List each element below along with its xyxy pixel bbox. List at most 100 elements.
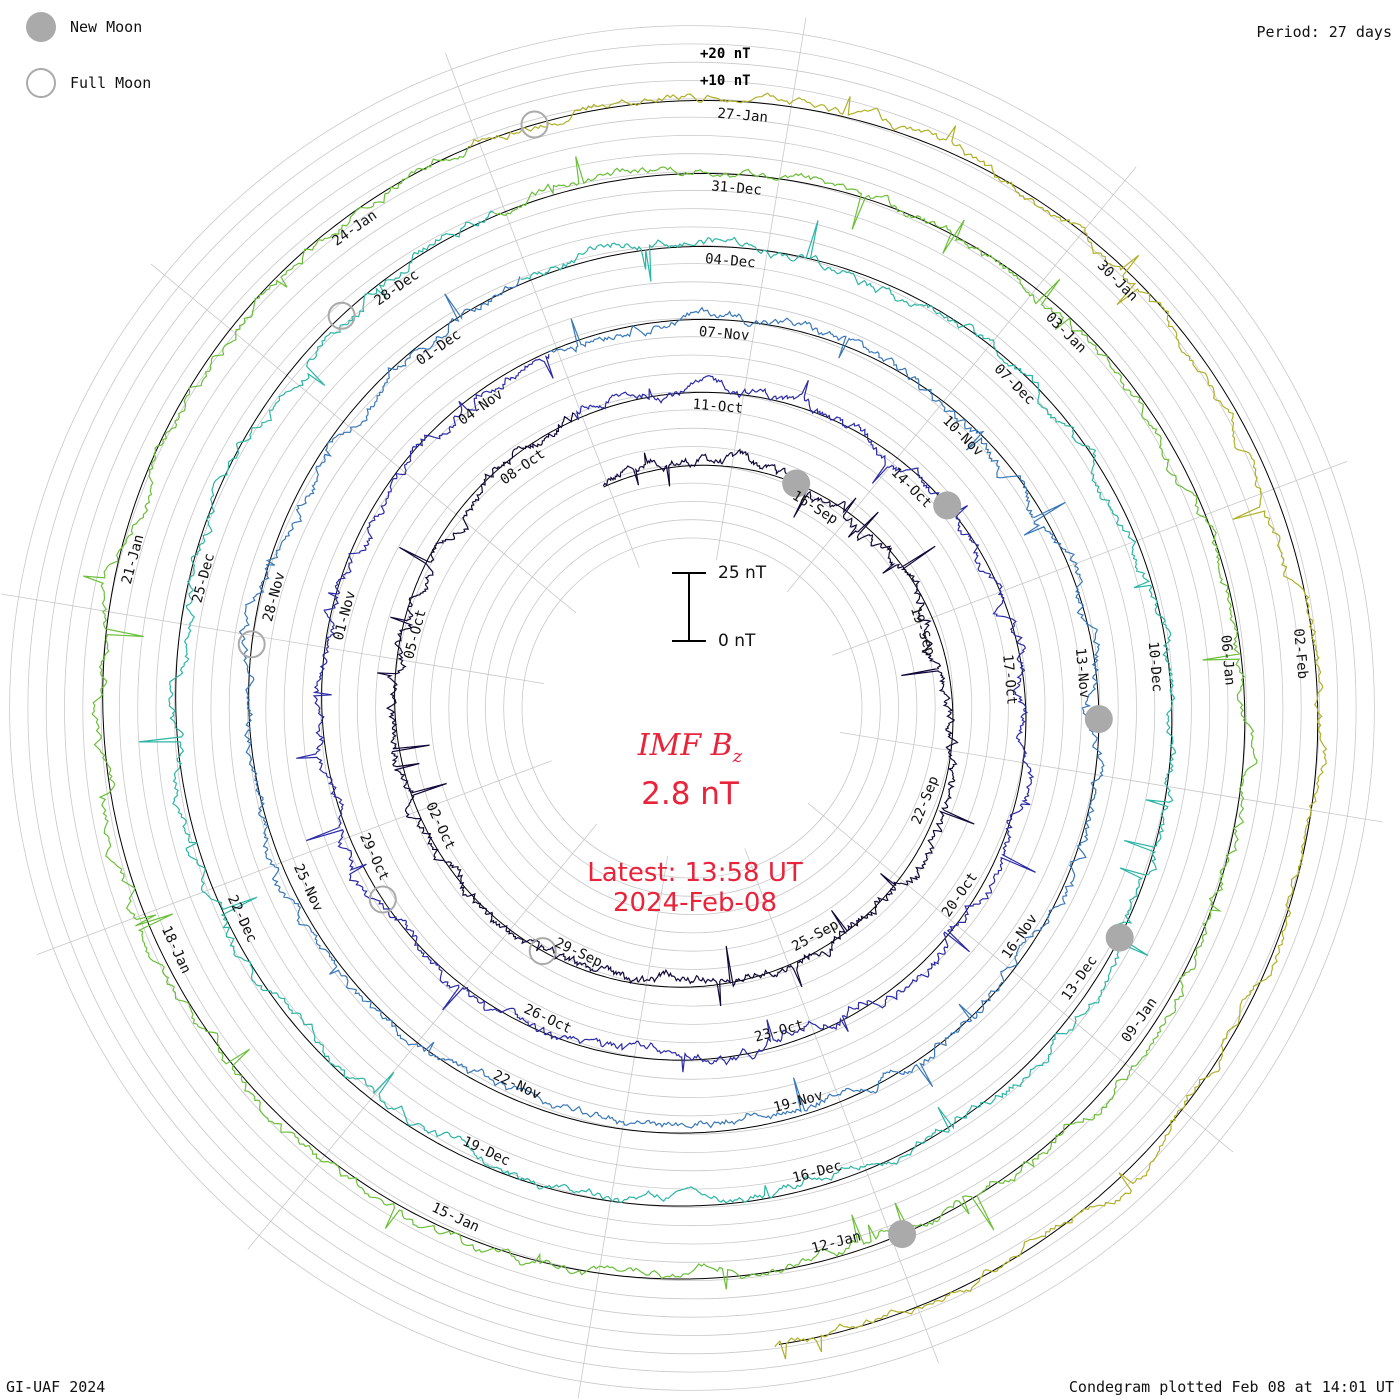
date-tick-label: 12-Jan: [810, 1228, 863, 1257]
date-tick-label: 22-Sep: [909, 774, 942, 827]
grid-ring: [283, 299, 1101, 1117]
grid-ring: [521, 537, 863, 879]
grid-ring: [247, 263, 1137, 1153]
date-tick-label: 25-Nov: [290, 862, 326, 915]
full-moon-marker: [368, 885, 397, 914]
date-tick-label: 17-Oct: [999, 654, 1019, 706]
grid-spoke: [36, 760, 552, 955]
full-moon-icon: [26, 68, 56, 98]
legend-new-moon-label: New Moon: [70, 18, 143, 36]
new-moon-marker: [933, 491, 962, 520]
date-tick-label: 10-Dec: [1145, 641, 1165, 693]
scale-bottom-label: 0 nT: [718, 631, 756, 651]
title-main: IMF B: [637, 728, 733, 763]
date-tick-label: 31-Dec: [711, 178, 763, 198]
scale-top-label: 25 nT: [718, 563, 767, 583]
grid-spoke: [807, 802, 1234, 1153]
grid-ring: [119, 135, 1265, 1281]
title-subscript: z: [732, 746, 743, 767]
latest-date: 2024-Feb-08: [612, 888, 778, 918]
grid-spoke: [577, 855, 668, 1399]
date-tick-label: 02-Feb: [1290, 628, 1310, 680]
date-tick-label: 16-Sep: [789, 488, 840, 528]
new-moon-marker: [782, 469, 811, 498]
grid-ring: [265, 281, 1119, 1135]
legend-full-moon: Full Moon: [26, 68, 151, 98]
date-tick-label: 22-Nov: [491, 1067, 544, 1103]
grid-spoke: [716, 17, 807, 561]
grid-spoke: [150, 263, 577, 614]
grid-spoke: [786, 166, 1137, 593]
full-moon-marker: [327, 301, 356, 330]
full-moon-marker: [520, 110, 549, 139]
bz-trace-revolution-6: [467, 92, 1328, 1360]
full-moon-marker: [237, 630, 266, 659]
full-moon-marker: [528, 937, 557, 966]
legend-new-moon: New Moon: [26, 12, 142, 42]
date-tick-label: 07-Nov: [698, 324, 750, 344]
ring-label: +10 nT: [700, 73, 751, 89]
grid-ring: [155, 171, 1229, 1245]
grid-ring: [45, 61, 1339, 1355]
grid-ring: [375, 391, 1009, 1025]
grid-ring: [484, 500, 900, 916]
grid-ring: [411, 427, 973, 989]
grid-ring: [210, 226, 1174, 1190]
grid-ring: [64, 80, 1320, 1336]
scale-bar: [672, 572, 706, 642]
grid-ring: [430, 446, 954, 970]
date-tick-label: 28-Dec: [372, 267, 423, 309]
grid-ring: [356, 372, 1028, 1044]
date-tick-label: 11-Oct: [692, 397, 744, 417]
date-tick-label: 16-Dec: [791, 1158, 844, 1187]
date-tick-label: 26-Oct: [521, 1001, 574, 1037]
date-tick-label: 24-Jan: [330, 207, 381, 249]
bz-trace-revolution-1: [377, 412, 975, 1007]
new-moon-marker: [888, 1220, 917, 1249]
grid-ring: [27, 43, 1357, 1373]
date-tick-label: 15-Jan: [429, 1200, 482, 1236]
new-moon-marker: [1084, 705, 1113, 734]
date-tick-label: 19-Sep: [907, 605, 938, 658]
grid-spoke: [247, 823, 598, 1250]
date-tick-label: 29-Sep: [552, 935, 605, 971]
date-tick-labels: 16-Sep19-Sep22-Sep25-Sep29-Sep02-Oct05-O…: [119, 106, 1310, 1257]
latest-time: Latest: 13:58 UT: [587, 858, 803, 888]
date-tick-label: 29-Oct: [356, 831, 392, 884]
plotted-timestamp: Condegram plotted Feb 08 at 14:01 UT: [1068, 1378, 1394, 1396]
grid-ring: [320, 336, 1064, 1080]
bz-traces: [83, 92, 1328, 1360]
grid-spoke: [744, 848, 939, 1364]
grid-ring: [466, 482, 918, 934]
grid-ring: [137, 153, 1247, 1263]
grid-spoke: [1, 593, 545, 684]
grid-ring: [100, 116, 1284, 1300]
legend-full-moon-label: Full Moon: [70, 74, 152, 92]
latest-value: 2.8 nT: [641, 776, 739, 812]
grid-ring: [338, 354, 1046, 1062]
bz-trace-revolution-2: [296, 354, 1036, 1073]
radial-grid: [1, 17, 1383, 1399]
grid-ring: [503, 519, 881, 897]
credit-label: GI-UAF 2024: [6, 1378, 106, 1396]
date-tick-label: 04-Dec: [704, 251, 756, 271]
ring-label: +20 nT: [700, 46, 751, 62]
date-tick-label: 19-Dec: [460, 1134, 513, 1170]
date-tick-label: 13-Nov: [1072, 647, 1092, 699]
zero-baseline-spiral: [102, 100, 1319, 1345]
latest-time-block: Latest: 13:58 UT 2024-Feb-08: [540, 858, 850, 918]
date-tick-label: 06-Jan: [1217, 634, 1237, 686]
ring-labels: +20 nT +10 nT: [700, 46, 751, 89]
moon-phase-markers: [237, 110, 1134, 1249]
date-tick-label: 27-Jan: [717, 106, 769, 126]
new-moon-marker: [1105, 923, 1134, 952]
bz-trace-revolution-4: [138, 210, 1177, 1204]
grid-ring: [9, 25, 1375, 1391]
period-label: Period: 27 days: [1256, 23, 1392, 41]
chart-title: IMF Bz: [590, 728, 790, 767]
grid-ring: [393, 409, 991, 1007]
grid-ring: [192, 208, 1192, 1208]
grid-ring: [82, 98, 1302, 1318]
grid-spoke: [839, 732, 1383, 823]
